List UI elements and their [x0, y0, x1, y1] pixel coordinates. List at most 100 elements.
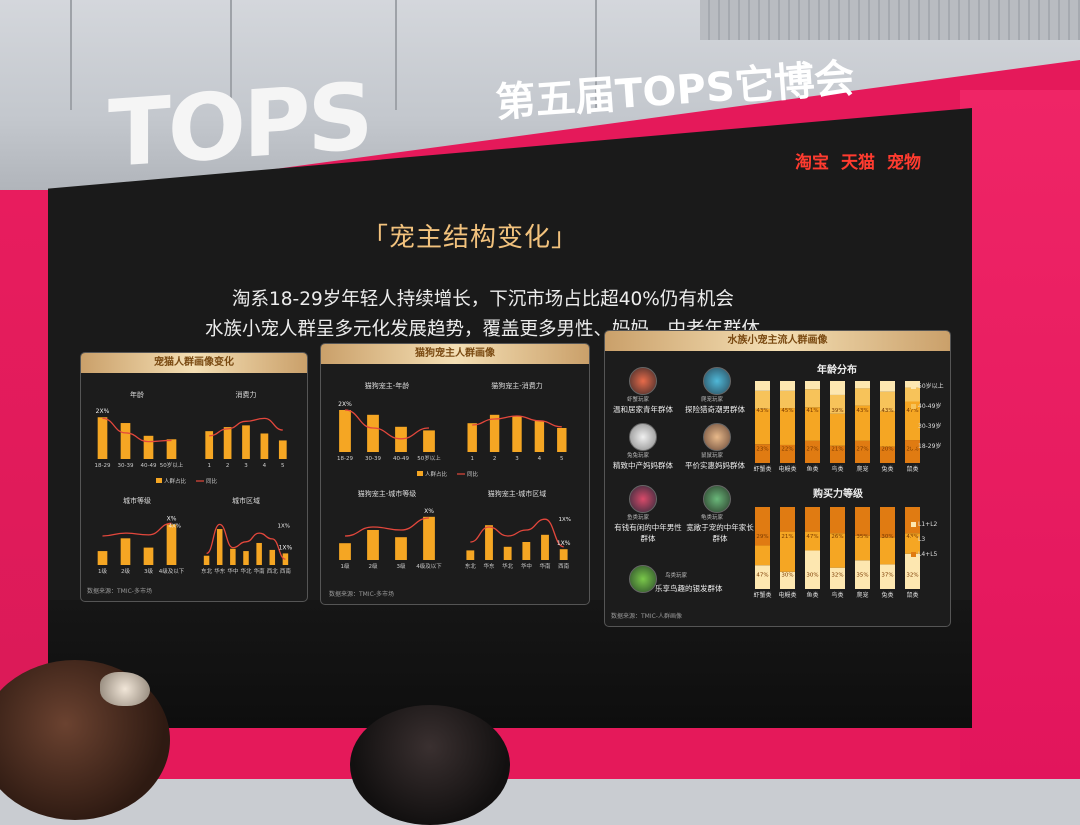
data-label: 35%	[856, 534, 868, 540]
slide-section-title: 「宠主结构变化」	[362, 223, 579, 253]
stacked-segment	[755, 381, 770, 391]
data-label: 30%	[881, 534, 893, 540]
chart-title: 城市等级	[123, 496, 151, 505]
legend-spend-l12: L1+L2	[911, 521, 937, 528]
reptile-icon	[703, 367, 731, 395]
spend-chart-title: 购买力等级	[813, 489, 863, 500]
bar	[216, 529, 223, 565]
hamster-icon	[703, 423, 731, 451]
bar	[223, 427, 232, 459]
bar	[166, 439, 177, 459]
tick-label: 2	[226, 463, 230, 469]
bar	[243, 551, 249, 565]
tick-label: 40-49	[393, 456, 409, 462]
trend-line	[470, 518, 564, 548]
stacked-segment	[880, 411, 895, 447]
ceiling-grille	[700, 0, 1080, 40]
turtle-icon	[703, 485, 731, 513]
stacked-segment	[755, 507, 770, 546]
stage-frame-right	[960, 90, 1080, 779]
data-label: 21%	[781, 534, 793, 540]
bar	[339, 543, 351, 560]
stacked-segment	[905, 553, 920, 589]
tick-label: 18-29	[337, 456, 353, 462]
stacked-segment	[905, 387, 920, 402]
stacked-segment	[830, 413, 845, 446]
stacked-segment	[880, 391, 895, 412]
data-label: 47%	[756, 573, 768, 579]
chart-title: 猫狗宠主-城市区域	[488, 489, 547, 498]
stacked-segment	[755, 408, 770, 445]
data-label: 1X%	[559, 517, 572, 523]
data-source: 数据来源：TMIC-多市场	[87, 588, 152, 595]
tick-label: 华北	[240, 567, 252, 575]
data-label: 30%	[806, 573, 818, 579]
legend-swatch	[156, 478, 162, 483]
tick-label: 1级	[98, 567, 107, 575]
stacked-segment	[830, 381, 845, 395]
rabbit-icon	[629, 423, 657, 451]
data-label: 28%	[906, 447, 918, 453]
tick-label: 50岁以上	[417, 454, 441, 462]
tick-label: 2级	[121, 567, 130, 575]
legend-swatch	[417, 471, 423, 476]
bar	[97, 417, 108, 459]
stacked-segment	[880, 381, 895, 392]
data-label: 21%	[831, 447, 843, 453]
bar	[512, 416, 522, 452]
tick-label: 鱼类	[806, 465, 818, 473]
group-role: 鼠鼠玩家	[701, 453, 724, 459]
data-label: 43%	[756, 408, 768, 414]
data-label: 39%	[831, 408, 843, 414]
trend-line	[209, 417, 283, 437]
stacked-segment	[805, 531, 820, 551]
bar	[282, 553, 289, 565]
stacked-segment	[780, 381, 795, 391]
stacked-segment	[830, 567, 845, 589]
bar	[120, 423, 131, 459]
bar	[242, 425, 250, 459]
data-label: 47%	[906, 408, 918, 414]
tick-label: 西南	[558, 562, 570, 570]
group-label: 探险猎奇潮男群体	[685, 405, 745, 414]
tick-label: 18-29	[95, 463, 111, 469]
bar	[467, 423, 477, 452]
trend-line	[472, 415, 562, 428]
data-label: 2X%	[338, 401, 352, 408]
tick-label: 电鳗类	[778, 465, 796, 473]
tick-label: 华中	[521, 562, 532, 570]
tick-label: 1级	[341, 562, 350, 570]
trend-line	[344, 409, 430, 440]
legend-spend-l3: L3	[911, 536, 925, 543]
stacked-segment	[880, 537, 895, 565]
tick-label: 电鳗类	[778, 591, 796, 599]
group-role: 兔兔玩家	[627, 453, 650, 459]
legend-label: 人群占比	[425, 470, 448, 478]
ceiling-beam	[230, 0, 232, 110]
stacked-segment	[805, 407, 820, 441]
data-label: 41%	[806, 408, 818, 414]
bar	[97, 551, 108, 565]
bar	[522, 542, 531, 560]
bar	[423, 430, 435, 452]
stacked-segment	[855, 507, 870, 536]
data-label: 29%	[756, 534, 768, 540]
tick-label: 5	[281, 463, 285, 469]
stacked-segment	[905, 533, 920, 554]
group-role: 鱼类玩家	[627, 515, 650, 521]
data-label: X%	[167, 515, 177, 522]
data-label: 27%	[806, 447, 818, 453]
legend-label: 同比	[206, 477, 218, 485]
data-label: 26%	[831, 534, 843, 540]
chart-title: 年龄	[130, 390, 144, 399]
tick-label: 华南	[539, 562, 551, 570]
shrimp-crab-icon	[629, 367, 657, 395]
tick-label: 4	[263, 463, 267, 469]
bar	[534, 420, 545, 452]
tick-label: 1	[470, 456, 474, 462]
trend-line	[102, 522, 172, 537]
stacked-segment	[855, 405, 870, 441]
audience-head	[350, 705, 510, 825]
panel-title: 猫狗宠主人群画像	[321, 344, 589, 364]
bar	[256, 542, 262, 565]
